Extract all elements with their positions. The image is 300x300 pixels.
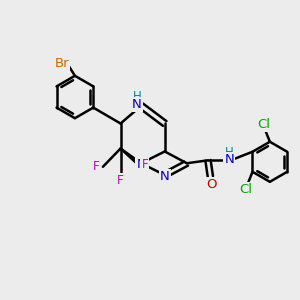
Text: N: N [224,153,234,166]
Text: F: F [117,174,124,187]
Text: N: N [160,170,169,183]
Text: Cl: Cl [239,183,253,196]
Text: Cl: Cl [257,118,270,130]
Text: N: N [132,98,142,111]
Text: O: O [207,178,217,191]
Text: Br: Br [54,57,69,70]
Text: H: H [225,146,234,159]
Text: H: H [132,91,141,103]
Text: F: F [141,158,148,171]
Text: N: N [136,158,146,171]
Text: F: F [93,160,100,173]
